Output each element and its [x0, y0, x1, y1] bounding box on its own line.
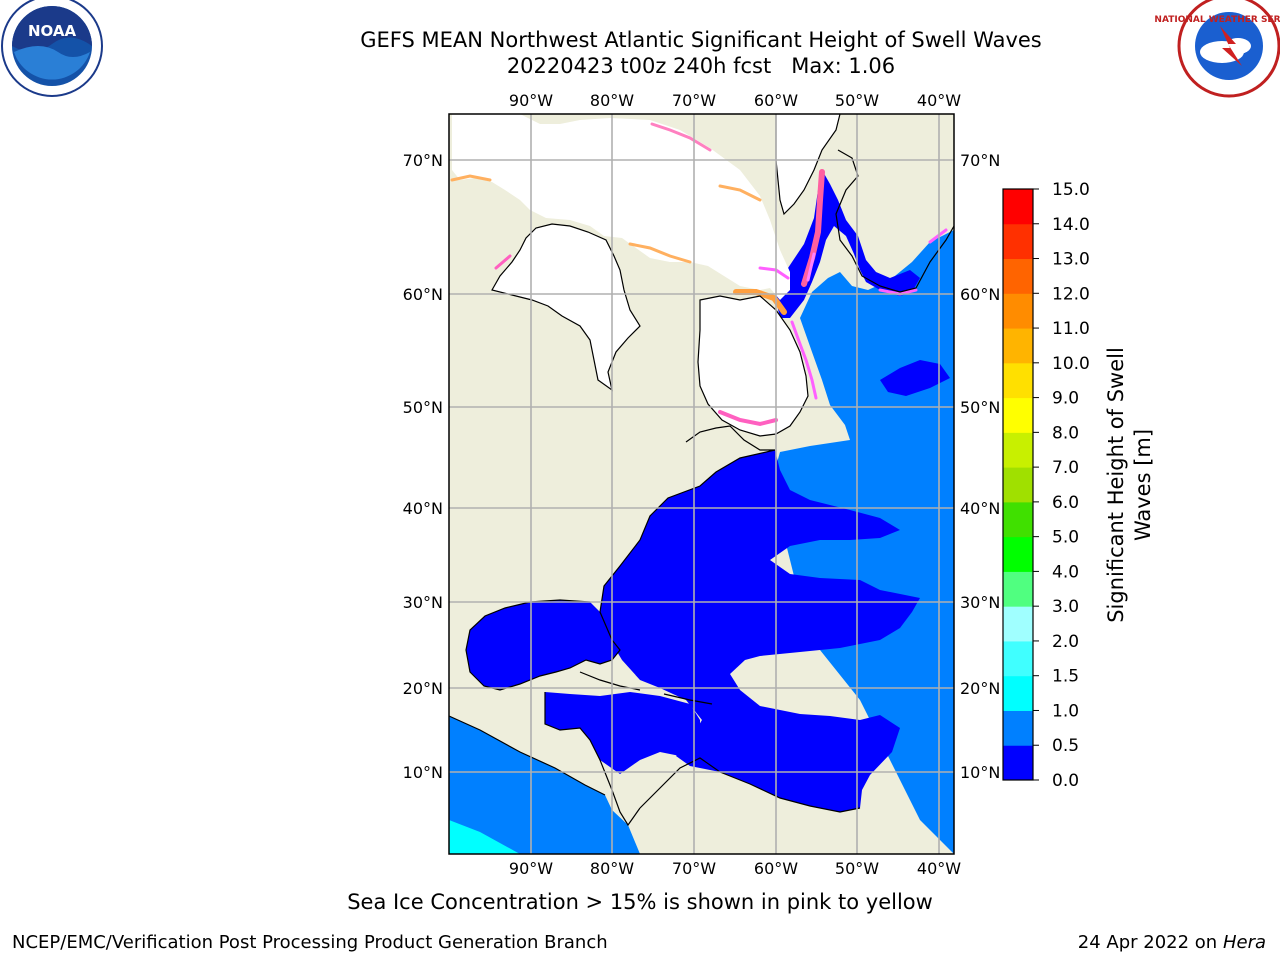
colorbar-segment: [1003, 536, 1033, 572]
colorbar-segment: [1003, 675, 1033, 711]
lat-label-right-50n: 50°N: [960, 398, 1000, 417]
lat-label-left-10n: 10°N: [403, 763, 443, 782]
colorbar-tick-label: 10.0: [1052, 354, 1090, 374]
colorbar-segment: [1003, 432, 1033, 468]
colorbar-ticks: 0.0 0.5 1.0 1.5 2.0 3.0 4.0 5.0 6.0 7.0 8.0 9.0 10.0…: [1033, 180, 1090, 791]
colorbar-segment: [1003, 328, 1033, 364]
lat-label-right-40n: 40°N: [960, 499, 1000, 518]
colorbar-tick-label: 5.0: [1052, 528, 1079, 548]
lat-label-left-60n: 60°N: [403, 285, 443, 304]
noaa-logo-text: NOAA: [28, 22, 77, 40]
lon-label-bottom-60w: 60°W: [754, 859, 798, 878]
colorbar-segment: [1003, 258, 1033, 294]
map-panel: [449, 114, 954, 854]
map-frame: [448, 113, 955, 855]
lat-label-right-30n: 30°N: [960, 593, 1000, 612]
lat-label-left-30n: 30°N: [403, 593, 443, 612]
colorbar-tick-label: 4.0: [1052, 562, 1079, 582]
colorbar-segment: [1003, 606, 1033, 642]
colorbar-tick-label: 11.0: [1052, 319, 1090, 339]
lon-label-bottom-90w: 90°W: [509, 859, 553, 878]
colorbar-segment: [1003, 293, 1033, 329]
colorbar-tick-label: 12.0: [1052, 284, 1090, 304]
gulf-of-mexico: [466, 600, 620, 690]
lon-label-bottom-70w: 70°W: [672, 859, 716, 878]
colorbar-tick-label: 0.5: [1052, 736, 1079, 756]
coastlines: [449, 114, 954, 827]
labrador-sea: [776, 170, 920, 318]
colorbar-segment: [1003, 397, 1033, 433]
lon-label-top-40w: 40°W: [917, 91, 961, 110]
credit-date-text: 24 Apr 2022 on: [1077, 932, 1223, 953]
chart-subtitle: 20220423 t00z 240h fcst Max: 1.06: [506, 54, 896, 78]
colorbar-segment: [1003, 640, 1033, 677]
lat-label-right-20n: 20°N: [960, 679, 1000, 698]
colorbar-segment: [1003, 467, 1033, 503]
lon-label-top-50w: 50°W: [835, 91, 879, 110]
colorbar-segment: [1003, 223, 1033, 260]
colorbar-label-line2: Waves [m]: [1131, 429, 1155, 541]
north-atlantic-0-0.5-blob: [880, 360, 950, 396]
colorbar-tick-label: 2.0: [1052, 632, 1079, 652]
lat-label-left-50n: 50°N: [403, 398, 443, 417]
lat-label-right-10n: 10°N: [960, 763, 1000, 782]
colorbar-segment: [1003, 362, 1033, 399]
colorbar-tick-label: 9.0: [1052, 389, 1079, 409]
sea-ice-edges: [450, 122, 948, 427]
colorbar-tick-label: 6.0: [1052, 493, 1079, 513]
lat-label-left-40n: 40°N: [403, 499, 443, 518]
lat-label-left-70n: 70°N: [403, 151, 443, 170]
quebec-ice: [698, 296, 808, 436]
credit-date: 24 Apr 2022 on Hera: [1078, 932, 1266, 953]
colorbar-tick-label: 8.0: [1052, 423, 1079, 443]
colorbar-tick-label: 13.0: [1052, 250, 1090, 270]
lon-label-top-70w: 70°W: [672, 91, 716, 110]
colorbar-segment: [1003, 710, 1033, 746]
ocean-swell-0-0.5: [600, 450, 920, 812]
colorbar-label-line1: Significant Height of Swell: [1104, 347, 1128, 623]
lat-label-right-60n: 60°N: [960, 285, 1000, 304]
credit-host: Hera: [1222, 932, 1266, 953]
colorbar: [1003, 189, 1033, 781]
lat-label-left-20n: 20°N: [403, 679, 443, 698]
colorbar-segment: [1003, 745, 1033, 781]
noaa-logo: NOAA: [1, 0, 103, 97]
colorbar-frame: [1002, 188, 1034, 781]
colorbar-tick-label: 3.0: [1052, 597, 1079, 617]
canadian-arctic-ice: [492, 224, 640, 390]
gridlines: [449, 114, 954, 854]
colorbar-tick-label: 1.0: [1052, 701, 1079, 721]
nws-logo: NATIONAL WEATHER SERVICE: [1154, 0, 1280, 98]
lon-label-bottom-40w: 40°W: [917, 859, 961, 878]
nws-logo-text: NATIONAL WEATHER SERVICE: [1154, 15, 1280, 25]
lon-label-top-60w: 60°W: [754, 91, 798, 110]
greenland-ice: [776, 114, 840, 214]
pacific-swell-1.0-1.5: [449, 820, 520, 854]
lat-label-right-70n: 70°N: [960, 151, 1000, 170]
lon-label-top-80w: 80°W: [590, 91, 634, 110]
colorbar-segment: [1003, 189, 1033, 225]
colorbar-tick-label: 0.0: [1052, 771, 1079, 791]
colorbar-segment: [1003, 501, 1033, 538]
lon-label-bottom-80w: 80°W: [590, 859, 634, 878]
colorbar-tick-label: 7.0: [1052, 458, 1079, 478]
credit-branch: NCEP/EMC/Verification Post Processing Pr…: [12, 932, 608, 953]
chart-title: GEFS MEAN Northwest Atlantic Significant…: [360, 28, 1042, 52]
colorbar-tick-label: 1.5: [1052, 667, 1079, 687]
lon-label-top-90w: 90°W: [509, 91, 553, 110]
colorbar-segment: [1003, 571, 1033, 607]
colorbar-tick-label: 14.0: [1052, 215, 1090, 235]
lon-label-bottom-50w: 50°W: [835, 859, 879, 878]
caribbean-sea: [545, 692, 700, 774]
sea-ice-note: Sea Ice Concentration > 15% is shown in …: [347, 890, 933, 914]
pacific-swell-0.5-1.0: [449, 716, 640, 854]
colorbar-tick-label: 15.0: [1052, 180, 1090, 200]
